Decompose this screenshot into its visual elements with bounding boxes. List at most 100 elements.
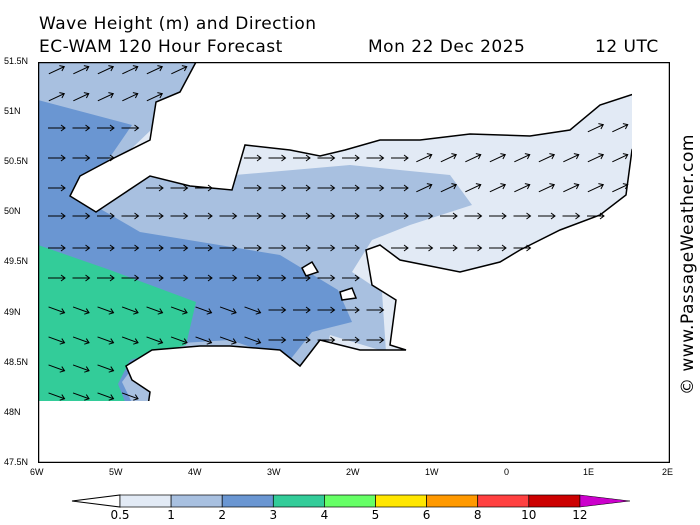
wave-direction-arrow xyxy=(121,306,139,315)
wave-direction-arrow xyxy=(146,212,164,220)
wave-direction-arrow xyxy=(293,154,311,162)
wave-direction-arrow xyxy=(170,274,189,282)
wave-direction-arrow xyxy=(612,153,629,163)
wave-direction-arrow xyxy=(97,212,115,220)
wave-direction-arrow xyxy=(72,244,91,252)
wave-direction-arrow xyxy=(489,212,507,220)
wave-direction-arrow xyxy=(121,244,140,252)
wave-direction-arrow xyxy=(73,65,90,75)
wave-direction-arrow xyxy=(146,244,164,252)
wave-direction-arrow xyxy=(366,336,385,344)
colorbar-label: 10 xyxy=(521,508,537,522)
colorbar-label: 5 xyxy=(371,508,380,522)
wave-direction-arrow xyxy=(489,153,507,163)
colorbar-under-arrow xyxy=(71,494,121,508)
wave-direction-arrow xyxy=(293,336,311,344)
wave-direction-arrow xyxy=(440,183,458,193)
wave-direction-arrow xyxy=(48,446,66,457)
colorbar-swatch xyxy=(426,494,479,508)
wave-direction-arrow xyxy=(244,154,262,162)
wave-direction-arrows xyxy=(48,65,654,457)
wave-direction-arrow xyxy=(342,244,360,252)
wave-direction-arrow xyxy=(121,124,140,132)
lon-tick-label: 1E xyxy=(583,467,595,477)
wave-direction-arrow xyxy=(317,336,336,344)
wave-direction-arrow xyxy=(146,65,164,75)
wave-direction-arrow xyxy=(146,274,164,282)
colorbar-swatch xyxy=(324,494,376,508)
wave-direction-arrow xyxy=(391,244,409,252)
wave-direction-arrow xyxy=(121,446,139,457)
wave-direction-arrow xyxy=(48,392,66,401)
wave-direction-arrow xyxy=(563,183,580,193)
wave-direction-arrow xyxy=(465,183,482,193)
wave-direction-arrow xyxy=(293,184,311,192)
wave-direction-arrow xyxy=(268,154,287,162)
wave-direction-arrow xyxy=(170,336,188,345)
wave-direction-arrow xyxy=(97,446,115,457)
wave-direction-arrow xyxy=(97,65,115,75)
wave-direction-arrow xyxy=(48,212,66,220)
wave-direction-arrow xyxy=(489,183,507,193)
wave-direction-arrow xyxy=(612,123,629,133)
colorbar-swatch xyxy=(119,494,172,508)
land-mass xyxy=(69,62,632,401)
wave-direction-arrow xyxy=(268,212,287,220)
wave-direction-arrow xyxy=(146,184,164,192)
colorbar-swatch xyxy=(477,494,530,508)
colorbar-swatch xyxy=(528,494,581,508)
wave-direction-arrow xyxy=(293,306,311,314)
wave-direction-arrow xyxy=(587,153,605,163)
wave-direction-arrow xyxy=(146,92,164,102)
wave-direction-arrow xyxy=(121,336,139,345)
watermark: © www.PassageWeather.com xyxy=(678,134,698,395)
wave-direction-arrow xyxy=(440,244,458,252)
forecast-time: 12 UTC xyxy=(595,37,659,57)
wave-direction-arrow xyxy=(73,92,90,102)
colorbar-label: 8 xyxy=(473,508,482,522)
forecast-date: Mon 22 Dec 2025 xyxy=(368,37,526,57)
wave-direction-arrow xyxy=(219,306,237,315)
sea-band-4-5 xyxy=(38,400,39,401)
wave-direction-arrow xyxy=(637,67,654,73)
lon-tick-label: 6W xyxy=(30,467,44,477)
lon-tick-label: 0 xyxy=(504,467,510,477)
wave-direction-arrow xyxy=(268,274,287,282)
wave-direction-arrow xyxy=(416,153,433,163)
wave-direction-arrow xyxy=(195,244,213,252)
wave-direction-arrow xyxy=(464,244,483,252)
colorbar-swatch xyxy=(170,494,223,508)
wave-direction-arrow xyxy=(195,336,213,345)
sea-band-3-4 xyxy=(38,245,196,401)
wave-direction-arrow xyxy=(170,212,189,220)
wave-direction-arrow xyxy=(170,244,189,252)
wave-direction-arrow xyxy=(244,274,262,282)
wave-direction-arrow xyxy=(170,446,188,457)
colorbar-swatch xyxy=(221,494,274,508)
wave-direction-arrow xyxy=(514,153,531,163)
colorbar-label: 12 xyxy=(572,508,588,522)
wave-direction-arrow xyxy=(219,274,238,282)
lon-tick-label: 1W xyxy=(425,467,439,477)
wave-direction-arrow xyxy=(416,183,433,193)
lat-tick-label: 51.5N xyxy=(4,56,29,66)
wave-direction-arrow xyxy=(465,153,482,163)
map-title: Wave Height (m) and Direction xyxy=(39,14,317,34)
colorbar-label: 6 xyxy=(422,508,431,522)
wave-direction-arrow xyxy=(317,154,336,162)
wave-direction-arrow xyxy=(563,153,580,163)
wave-direction-arrow xyxy=(48,244,66,252)
lat-tick-label: 48.5N xyxy=(4,356,29,367)
wave-direction-arrow xyxy=(72,212,91,220)
wave-direction-arrow xyxy=(513,212,532,220)
wave-direction-arrow xyxy=(195,212,213,220)
lat-tick-label: 50.5N xyxy=(4,156,29,167)
wave-direction-arrow xyxy=(219,446,237,457)
wave-direction-arrow xyxy=(342,154,360,162)
map-frame xyxy=(38,62,670,463)
wave-direction-arrow xyxy=(244,244,262,252)
wave-direction-arrow xyxy=(366,184,385,192)
wave-direction-arrow xyxy=(97,154,115,162)
wave-direction-arrow xyxy=(48,336,66,345)
